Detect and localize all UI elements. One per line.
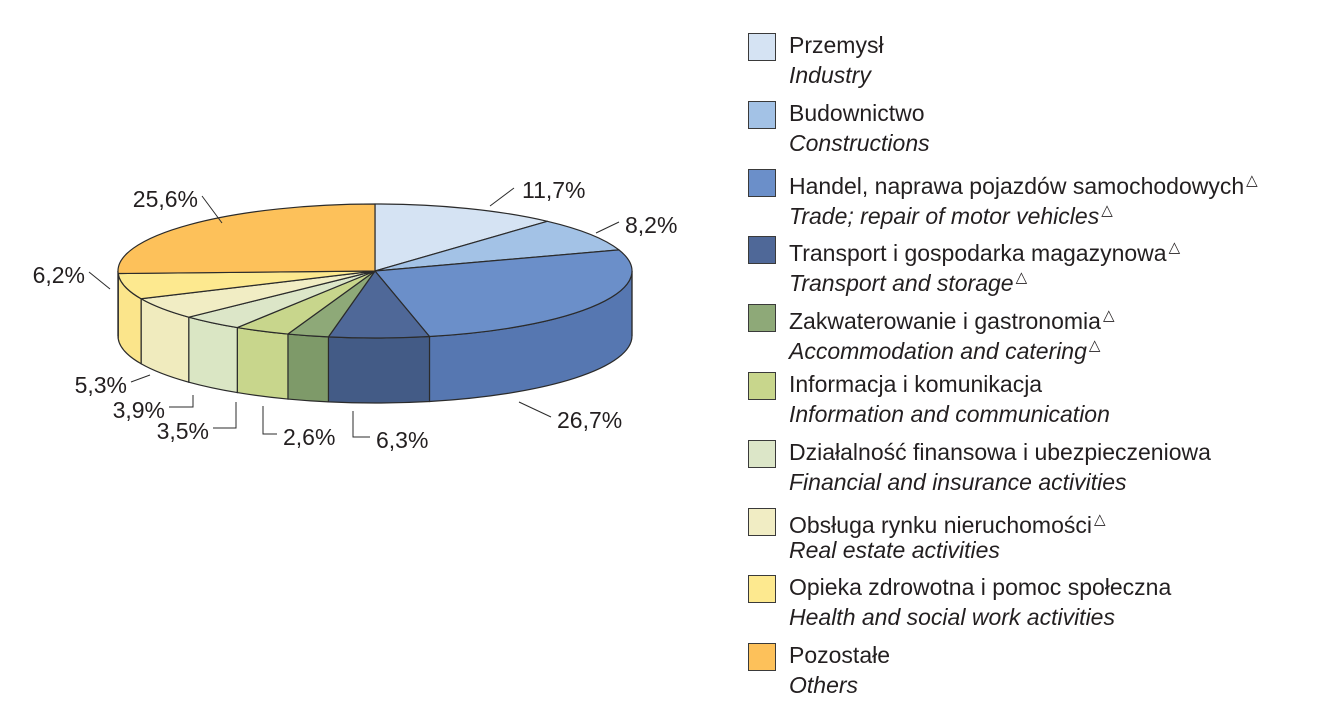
value-label-constructions: 8,2% xyxy=(625,212,677,238)
leader-line xyxy=(519,402,551,417)
legend-label-english: Trade; repair of motor vehicles△ xyxy=(789,196,1113,231)
legend-swatch xyxy=(748,440,776,468)
legend-swatch xyxy=(748,101,776,129)
legend-swatch xyxy=(748,169,776,197)
leader-line xyxy=(131,375,150,382)
value-label-real-estate-activities: 5,3% xyxy=(75,372,127,398)
legend-label-english: Information and communication xyxy=(789,399,1110,429)
triangle-mark-icon: △ xyxy=(1101,202,1113,219)
triangle-mark-icon: △ xyxy=(1094,511,1106,528)
legend-item-real-estate-activities: Obsługa rynku nieruchomości△Real estate … xyxy=(748,505,1334,573)
value-label-trade-repair-of-motor-vehicles: 26,7% xyxy=(557,407,622,433)
triangle-mark-icon: △ xyxy=(1246,172,1258,189)
pie-side-information-and-communication xyxy=(237,328,288,399)
legend-label-english: Industry xyxy=(789,60,871,90)
leader-line xyxy=(263,406,277,434)
leader-line xyxy=(596,222,619,233)
triangle-mark-icon: △ xyxy=(1103,307,1115,324)
legend-swatch xyxy=(748,508,776,536)
legend-label-polish: Opieka zdrowotna i pomoc społeczna xyxy=(789,572,1171,602)
triangle-mark-icon: △ xyxy=(1089,337,1101,354)
pie-top-faces xyxy=(118,204,632,338)
legend-swatch xyxy=(748,236,776,264)
legend-label-polish: Pozostałe xyxy=(789,640,890,670)
value-label-financial-and-insurance-activities: 3,9% xyxy=(113,397,165,423)
legend-label-polish: Budownictwo xyxy=(789,98,925,128)
pie-side-accommodation-and-catering xyxy=(288,334,328,402)
triangle-mark-icon: △ xyxy=(1169,239,1181,256)
legend-label-english: Financial and insurance activities xyxy=(789,467,1127,497)
legend-swatch xyxy=(748,304,776,332)
legend-label-english: Health and social work activities xyxy=(789,602,1115,632)
pie-slice-others xyxy=(118,204,375,274)
legend-swatch xyxy=(748,372,776,400)
value-label-health-and-social-work-activities: 6,2% xyxy=(33,262,85,288)
leader-line xyxy=(213,402,236,428)
legend-label-english: Real estate activities xyxy=(789,535,1000,565)
legend-label-polish: Przemysł xyxy=(789,30,884,60)
legend-item-accommodation-and-catering: Zakwaterowanie i gastronomia△Accommodati… xyxy=(748,301,1334,369)
pie-chart: 11,7%8,2%26,7%6,3%2,6%3,5%3,9%5,3%6,2%25… xyxy=(0,0,720,704)
legend-swatch xyxy=(748,643,776,671)
legend-item-trade-repair-of-motor-vehicles: Handel, naprawa pojazdów samochodowych△T… xyxy=(748,166,1334,234)
value-label-industry: 11,7% xyxy=(522,177,586,203)
value-label-accommodation-and-catering: 2,6% xyxy=(283,424,335,450)
leader-line xyxy=(490,188,514,206)
legend-label-english: Constructions xyxy=(789,128,930,158)
legend-label-english: Transport and storage△ xyxy=(789,263,1027,298)
leader-line xyxy=(169,395,193,407)
legend-item-transport-and-storage: Transport i gospodarka magazynowa△Transp… xyxy=(748,233,1334,301)
legend-swatch xyxy=(748,33,776,61)
legend-swatch xyxy=(748,575,776,603)
value-label-others: 25,6% xyxy=(133,186,198,212)
pie-side-financial-and-insurance-activities xyxy=(189,317,238,392)
value-label-transport-and-storage: 6,3% xyxy=(376,427,428,453)
legend-label-english: Others xyxy=(789,670,858,700)
legend-label-english: Accommodation and catering△ xyxy=(789,331,1100,366)
leader-line xyxy=(353,411,370,437)
legend-label-polish: Działalność finansowa i ubezpieczeniowa xyxy=(789,437,1211,467)
legend-label-polish: Informacja i komunikacja xyxy=(789,369,1042,399)
pie-side-transport-and-storage xyxy=(328,336,429,403)
triangle-mark-icon: △ xyxy=(1016,269,1028,286)
leader-line xyxy=(89,272,110,289)
